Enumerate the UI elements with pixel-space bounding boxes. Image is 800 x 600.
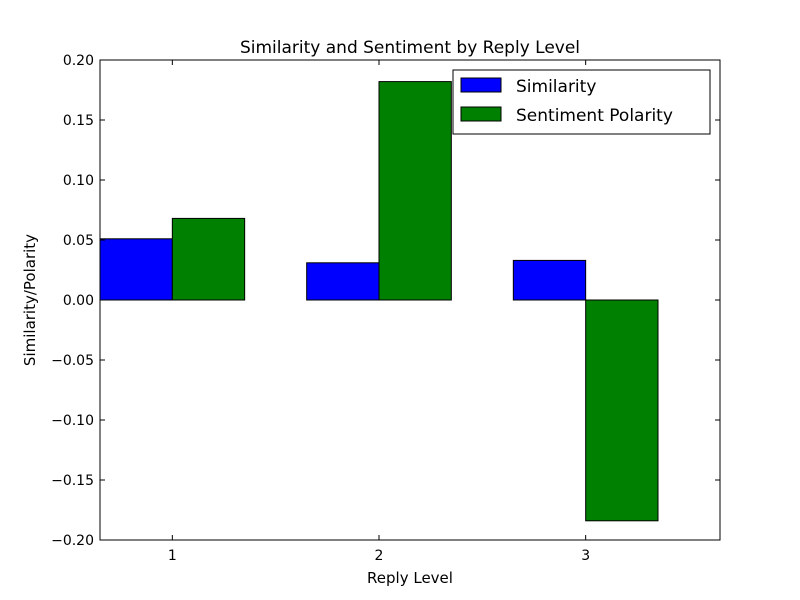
y-tick-label: 0.15	[63, 113, 94, 129]
y-tick-label: 0.00	[63, 293, 94, 309]
x-tick-label: 2	[375, 548, 384, 564]
y-tick-label: −0.20	[51, 533, 94, 549]
x-axis-title: Reply Level	[367, 569, 453, 587]
bars-group	[99, 81, 659, 522]
bar-sentiment-polarity-3	[585, 299, 659, 522]
chart-title: Similarity and Sentiment by Reply Level	[240, 38, 580, 58]
legend: Similarity Sentiment Polarity	[452, 69, 711, 135]
y-tick-label: −0.10	[51, 413, 94, 429]
y-tick-label: −0.15	[51, 473, 94, 489]
legend-label: Sentiment Polarity	[516, 106, 673, 126]
y-axis-title: Similarity/Polarity	[21, 234, 39, 366]
legend-swatch-sentiment-polarity	[460, 106, 502, 122]
y-axis: 0.20 0.15 0.10 0.05 0.00 −0.05 −0.10 −0.15 −0.20	[51, 53, 720, 549]
legend-label: Similarity	[516, 77, 596, 97]
bar-similarity-2	[306, 262, 380, 301]
x-tick-label: 1	[168, 548, 177, 564]
y-tick-label: 0.05	[63, 233, 94, 249]
y-tick-label: 0.10	[63, 173, 94, 189]
x-axis: 1 2 3	[168, 60, 590, 564]
bar-sentiment-polarity-1	[171, 217, 246, 301]
bar-similarity-1	[99, 238, 173, 301]
x-tick-label: 3	[581, 548, 590, 564]
y-tick-label: 0.20	[63, 53, 94, 69]
bar-sentiment-polarity-2	[378, 81, 452, 301]
legend-box	[452, 69, 711, 135]
y-tick-label: −0.05	[51, 353, 94, 369]
legend-swatch-similarity	[460, 77, 502, 93]
bar-similarity-3	[512, 259, 587, 301]
